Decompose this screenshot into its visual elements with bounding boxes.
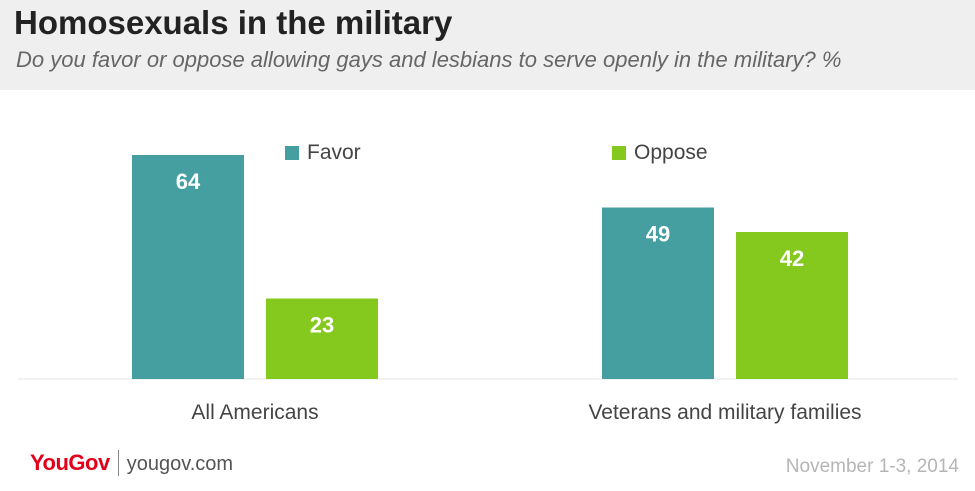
- legend-item-oppose: Oppose: [612, 140, 708, 166]
- category-label-0: All Americans: [191, 401, 318, 424]
- bar-favor-0: [132, 155, 244, 379]
- legend-swatch-favor: [285, 146, 299, 160]
- bar-favor-1: [602, 207, 714, 379]
- chart-title: Homosexuals in the military: [14, 4, 453, 41]
- legend-swatch-oppose: [612, 146, 626, 160]
- yougov-logo: YouGov: [30, 450, 110, 475]
- footer-url[interactable]: yougov.com: [126, 453, 234, 475]
- data-label-oppose-0: 23: [310, 313, 334, 338]
- chart-header: Homosexuals in the military Do you favor…: [0, 0, 975, 90]
- legend-label-oppose: Oppose: [634, 141, 708, 164]
- legend-label-favor: Favor: [307, 141, 361, 164]
- chart-subtitle: Do you favor or oppose allowing gays and…: [16, 47, 842, 72]
- data-label-favor-1: 49: [646, 222, 670, 247]
- legend-item-favor: Favor: [285, 140, 361, 166]
- survey-date: November 1-3, 2014: [785, 456, 959, 477]
- logo-divider: [117, 450, 119, 476]
- bar-oppose-0: [266, 298, 378, 379]
- data-label-oppose-1: 42: [780, 246, 804, 271]
- footer-brand: YouGov yougov.com: [30, 450, 233, 476]
- data-label-favor-0: 64: [176, 169, 201, 194]
- category-label-1: Veterans and military families: [588, 401, 861, 424]
- bar-oppose-1: [736, 232, 848, 379]
